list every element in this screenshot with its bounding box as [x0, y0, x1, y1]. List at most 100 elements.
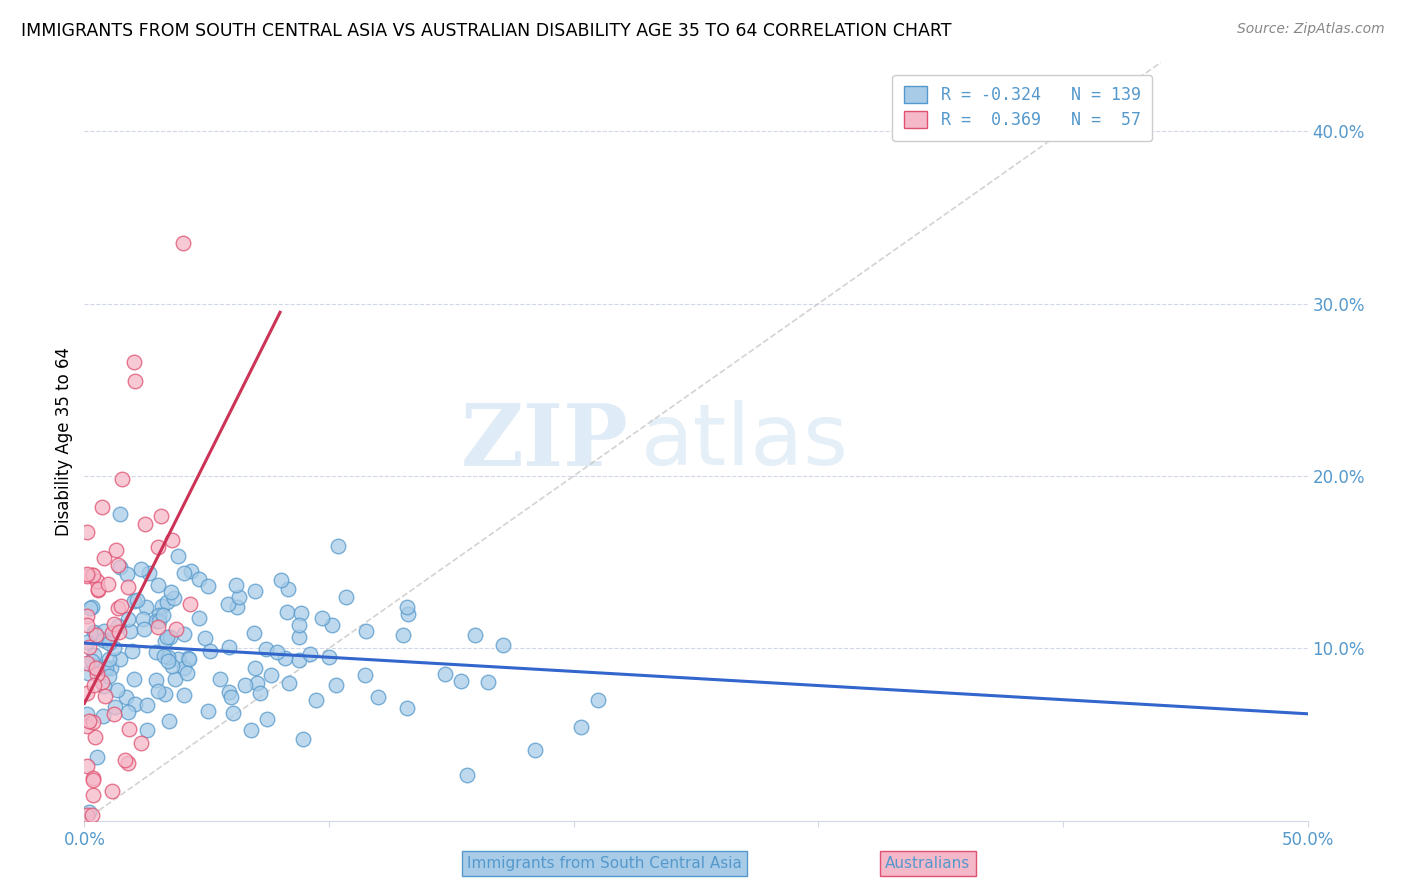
Point: [208, 672, 231, 686]
Point: [107, 558, 129, 573]
Point: [86, 667, 108, 681]
Point: [129, 562, 152, 576]
Point: [117, 566, 139, 581]
Point: [100, 661, 122, 675]
Point: [157, 649, 180, 664]
Point: [148, 614, 170, 628]
Point: [80, 808, 103, 822]
Legend: R = -0.324   N = 139, R =  0.369   N =  57: R = -0.324 N = 139, R = 0.369 N = 57: [893, 75, 1153, 141]
Point: [256, 712, 278, 726]
Point: [97, 577, 120, 591]
Point: [396, 600, 419, 615]
Point: [266, 645, 288, 659]
Text: Source: ZipAtlas.com: Source: ZipAtlas.com: [1237, 22, 1385, 37]
Point: [91, 675, 114, 690]
Point: [165, 622, 187, 636]
Point: [122, 355, 145, 369]
Point: [83, 678, 105, 692]
Point: [115, 690, 138, 704]
Point: [156, 630, 179, 644]
Point: [107, 619, 129, 633]
Point: [354, 668, 377, 682]
Point: [146, 620, 169, 634]
Point: [131, 736, 153, 750]
Point: [145, 645, 167, 659]
Y-axis label: Disability Age 35 to 64: Disability Age 35 to 64: [55, 347, 73, 536]
Point: [153, 649, 176, 664]
Point: [325, 678, 347, 692]
Point: [239, 723, 262, 737]
Point: [82, 788, 104, 802]
Point: [156, 595, 179, 609]
Point: [396, 701, 419, 715]
Point: [77, 805, 100, 819]
Point: [87, 582, 110, 596]
Point: [173, 627, 195, 641]
Point: [114, 753, 136, 767]
Point: [111, 472, 134, 486]
Point: [274, 651, 297, 665]
Point: [117, 756, 139, 771]
Point: [218, 597, 240, 611]
Point: [86, 574, 108, 588]
Point: [278, 676, 301, 690]
Point: [163, 591, 186, 605]
Point: [586, 693, 609, 707]
Point: [165, 672, 187, 686]
Point: [76, 706, 98, 721]
Point: [246, 675, 269, 690]
Point: [277, 582, 299, 597]
Point: [354, 624, 377, 638]
Point: [135, 600, 157, 615]
Point: [433, 666, 456, 681]
Point: [145, 614, 167, 628]
Point: [287, 630, 309, 644]
Point: [87, 582, 110, 597]
Point: [93, 624, 115, 639]
Point: [146, 683, 169, 698]
Point: [260, 668, 283, 682]
Point: [76, 665, 98, 680]
Point: [188, 610, 211, 624]
Point: [101, 626, 124, 640]
Point: [122, 594, 145, 608]
Point: [226, 600, 249, 615]
Point: [80, 654, 103, 668]
Point: [218, 640, 240, 654]
Point: [93, 633, 115, 648]
Point: [132, 612, 155, 626]
Point: [84, 626, 107, 640]
Point: [100, 784, 122, 798]
Point: [173, 688, 195, 702]
Point: [200, 644, 222, 658]
Point: [197, 704, 219, 718]
Point: [221, 690, 243, 705]
Text: Australians: Australians: [886, 856, 970, 871]
Point: [82, 568, 104, 582]
Point: [108, 508, 131, 522]
Point: [218, 684, 240, 698]
Point: [160, 533, 183, 547]
Point: [179, 597, 201, 611]
Point: [103, 706, 125, 721]
Text: atlas: atlas: [641, 400, 849, 483]
Point: [79, 601, 101, 615]
Point: [292, 732, 315, 747]
Point: [136, 723, 159, 737]
Point: [524, 742, 547, 756]
Point: [392, 627, 415, 641]
Point: [105, 683, 128, 698]
Point: [76, 524, 98, 539]
Point: [98, 669, 121, 683]
Point: [76, 608, 98, 623]
Point: [110, 599, 132, 613]
Point: [117, 612, 139, 626]
Point: [76, 618, 98, 632]
Point: [121, 644, 143, 658]
Point: [396, 607, 419, 621]
Point: [321, 618, 343, 632]
Point: [146, 540, 169, 554]
Point: [160, 585, 183, 599]
Point: [180, 564, 202, 578]
Point: [98, 636, 121, 650]
